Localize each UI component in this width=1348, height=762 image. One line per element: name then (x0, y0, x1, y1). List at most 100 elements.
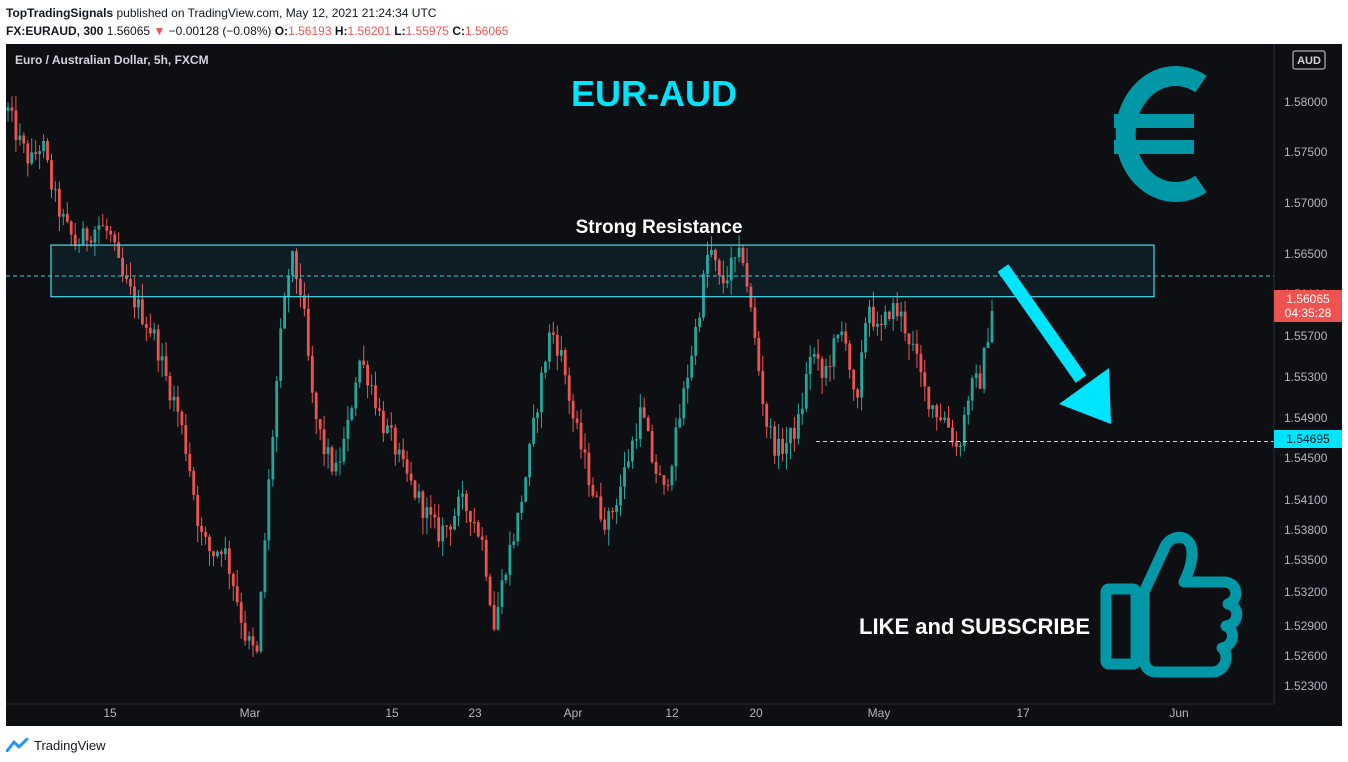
candle[interactable] (966, 400, 970, 415)
candle[interactable] (318, 419, 322, 430)
candle[interactable] (137, 299, 140, 308)
candle[interactable] (196, 494, 200, 526)
candle[interactable] (89, 240, 93, 243)
candle[interactable] (172, 396, 176, 401)
candle[interactable] (591, 485, 595, 496)
candle[interactable] (93, 229, 97, 243)
candle[interactable] (488, 576, 492, 606)
candle[interactable] (496, 606, 500, 630)
candle[interactable] (259, 591, 263, 652)
candle[interactable] (658, 473, 662, 476)
candle[interactable] (22, 135, 26, 144)
candle[interactable] (227, 548, 231, 574)
candle[interactable] (61, 213, 65, 217)
candle[interactable] (563, 350, 567, 376)
candle[interactable] (634, 439, 638, 441)
resistance-zone[interactable] (50, 244, 1155, 298)
candle[interactable] (793, 427, 796, 439)
candle[interactable] (765, 404, 769, 427)
candle[interactable] (303, 295, 306, 309)
candle[interactable] (322, 429, 326, 455)
candle[interactable] (176, 396, 180, 412)
candle[interactable] (46, 141, 49, 161)
candle[interactable] (69, 221, 73, 235)
candle[interactable] (741, 247, 745, 264)
candle[interactable] (109, 230, 113, 235)
candle[interactable] (26, 143, 30, 164)
candle[interactable] (808, 357, 812, 374)
candle[interactable] (141, 299, 144, 325)
candle[interactable] (544, 361, 547, 373)
candle[interactable] (579, 422, 583, 450)
candle[interactable] (81, 228, 85, 245)
candle[interactable] (208, 536, 211, 552)
candle[interactable] (883, 311, 887, 326)
candle[interactable] (627, 461, 630, 468)
candle[interactable] (425, 507, 429, 518)
candle[interactable] (646, 417, 650, 432)
candle[interactable] (540, 372, 543, 413)
candle[interactable] (6, 107, 10, 112)
candle[interactable] (879, 323, 883, 326)
candle[interactable] (492, 605, 496, 630)
candle[interactable] (73, 234, 77, 247)
candle[interactable] (555, 334, 559, 356)
candle[interactable] (939, 417, 942, 420)
candle[interactable] (188, 453, 192, 471)
candle[interactable] (85, 228, 89, 241)
candle[interactable] (532, 417, 535, 444)
candle[interactable] (583, 449, 587, 453)
candle[interactable] (927, 386, 931, 410)
candle[interactable] (366, 364, 369, 386)
candle[interactable] (156, 329, 160, 361)
candle[interactable] (812, 353, 816, 357)
candle[interactable] (587, 452, 591, 486)
candle[interactable] (832, 338, 836, 367)
candle[interactable] (797, 414, 800, 439)
candle[interactable] (433, 514, 437, 518)
candle[interactable] (686, 377, 690, 389)
candle[interactable] (239, 602, 243, 623)
candle[interactable] (148, 327, 152, 334)
candle[interactable] (670, 466, 674, 486)
candle[interactable] (476, 522, 480, 537)
candle[interactable] (168, 376, 172, 401)
candle[interactable] (702, 273, 705, 318)
candle[interactable] (457, 496, 460, 516)
candle[interactable] (413, 480, 417, 498)
candle[interactable] (299, 279, 302, 296)
candle[interactable] (512, 541, 516, 545)
candle[interactable] (247, 636, 251, 641)
candle[interactable] (295, 251, 298, 280)
candle[interactable] (536, 412, 539, 418)
candle[interactable] (437, 517, 441, 542)
candle[interactable] (603, 519, 607, 530)
candle[interactable] (891, 303, 895, 319)
candle[interactable] (662, 475, 666, 485)
candle[interactable] (887, 311, 891, 319)
candle[interactable] (638, 407, 642, 440)
candle[interactable] (737, 247, 741, 258)
candle[interactable] (978, 373, 982, 389)
candle[interactable] (291, 251, 294, 276)
candle[interactable] (125, 275, 128, 280)
candle[interactable] (144, 324, 148, 328)
candle[interactable] (690, 355, 694, 378)
candle[interactable] (567, 375, 571, 401)
candle[interactable] (417, 491, 421, 498)
candle[interactable] (931, 405, 935, 409)
candle[interactable] (354, 382, 358, 409)
candle[interactable] (204, 531, 207, 537)
candle[interactable] (903, 311, 907, 334)
candle[interactable] (876, 323, 879, 327)
time-axis[interactable]: 15 Mar 15 23 Apr 12 20 May 17 Jun (103, 706, 1188, 720)
publisher-name[interactable]: TopTradingSignals (6, 6, 114, 20)
candle[interactable] (65, 213, 69, 222)
candle[interactable] (472, 522, 476, 523)
candle[interactable] (729, 257, 733, 281)
currency-badge[interactable]: AUD (1292, 50, 1326, 70)
candle[interactable] (160, 356, 164, 361)
candle[interactable] (421, 491, 425, 519)
candle[interactable] (34, 152, 38, 155)
candle[interactable] (678, 418, 682, 428)
